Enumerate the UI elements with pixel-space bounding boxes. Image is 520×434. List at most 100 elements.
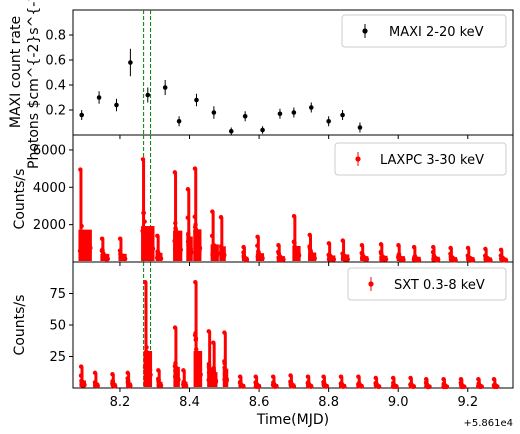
laxpc-segment-body	[118, 253, 127, 261]
laxpc-segment-body	[499, 257, 508, 261]
sxt-legend-marker	[368, 281, 374, 287]
xtick-label: 8.8	[318, 395, 339, 410]
laxpc-segment-body	[276, 256, 285, 261]
sxt-segment-body	[476, 384, 484, 387]
plot-layer: 0.2 0.4 0.6 0.8 2000 4000 6000 25 50 75 8.2 8.4 8.6 8…	[33, 10, 509, 410]
sxt-segment-body	[143, 350, 153, 387]
laxpc-segment-body	[466, 257, 475, 261]
sxt-ylabel: Counts/s	[12, 295, 28, 356]
maxi-point	[114, 102, 119, 108]
ytick-label: 0.4	[45, 79, 66, 94]
laxpc-segment-body	[100, 253, 110, 261]
maxi-point	[79, 112, 84, 118]
sxt-segment-body	[181, 381, 188, 387]
sxt-segment-body	[492, 384, 499, 387]
maxi-legend: MAXI 2-20 keV	[341, 14, 507, 48]
maxi-point	[326, 118, 331, 124]
sxt-segment-body	[441, 384, 449, 387]
maxi-ylabel-line2: Photons $cm^{-2}s^{-1}$	[26, 0, 42, 169]
sxt-segment-body	[254, 384, 261, 387]
laxpc-segment-body	[78, 229, 92, 261]
ytick-label: 0.8	[45, 29, 66, 44]
x-axis-label: Time(MJD)	[256, 412, 329, 428]
laxpc-segment-body	[448, 257, 458, 261]
sxt-segment-body	[306, 384, 313, 387]
laxpc-segment-body	[186, 236, 193, 261]
sxt-segment-body	[424, 384, 432, 387]
laxpc-segment-body	[241, 256, 249, 261]
maxi-point	[162, 85, 168, 90]
maxi-point	[242, 113, 248, 119]
laxpc-segment-body	[255, 253, 265, 261]
sxt-segment-body	[207, 368, 213, 387]
sxt-segment-body	[271, 384, 278, 387]
ytick-label: 0.6	[45, 54, 66, 69]
laxpc-segment-body	[155, 252, 163, 261]
xtick-label: 8.6	[249, 395, 270, 410]
laxpc-segment-body	[219, 246, 226, 261]
sxt-segment-body	[356, 384, 364, 387]
laxpc-segment-body	[308, 252, 317, 261]
sxt-segment-body	[156, 381, 163, 387]
sxt-segment-body	[222, 368, 229, 387]
laxpc-segment-body	[292, 245, 301, 261]
maxi-legend-label: MAXI 2-20 keV	[389, 25, 484, 40]
maxi-point	[228, 128, 234, 134]
xtick-label: 9.0	[388, 395, 409, 410]
ytick-label: 75	[49, 287, 66, 302]
sxt-segment-body	[339, 384, 346, 387]
maxi-legend-box	[341, 14, 507, 48]
laxpc-legend-marker	[355, 156, 361, 162]
sxt-segment-body	[288, 383, 296, 387]
ytick-label: 4000	[33, 181, 66, 196]
xtick-label: 8.2	[110, 395, 131, 410]
laxpc-segment-body	[210, 244, 219, 261]
maxi-legend-marker	[362, 28, 368, 34]
laxpc-segment-body	[173, 230, 183, 261]
maxi-point	[128, 60, 133, 65]
laxpc-legend-label: LAXPC 3-30 keV	[380, 153, 484, 168]
maxi-point	[291, 110, 297, 115]
maxi-point	[96, 95, 102, 100]
ytick-label: 50	[49, 319, 66, 334]
maxi-point	[357, 125, 363, 130]
laxpc-segment-body	[341, 254, 350, 261]
ytick-label: 0.2	[45, 104, 66, 119]
maxi-point	[340, 112, 345, 118]
sxt-legend-label: SXT 0.3-8 keV	[394, 278, 485, 293]
sxt-segment-body	[459, 384, 466, 387]
sxt-segment-body	[321, 384, 329, 387]
maxi-point	[145, 92, 151, 98]
maxi-point	[277, 111, 283, 117]
maxi-point	[176, 118, 182, 124]
ytick-label: 2000	[33, 218, 66, 233]
ytick-label: 25	[49, 350, 66, 365]
sxt-segment-body	[238, 384, 245, 387]
xtick-label: 9.2	[457, 395, 478, 410]
laxpc-segment-body	[396, 256, 405, 261]
sxt-segment-body	[193, 350, 203, 387]
x-offset-label: +5.861e4	[463, 418, 513, 429]
laxpc-segment-body	[141, 226, 155, 261]
maxi-point	[308, 105, 314, 110]
sxt-segment-body	[93, 382, 100, 387]
sxt-segment-body	[391, 384, 398, 387]
laxpc-legend-box	[334, 142, 507, 176]
laxpc-segment-body	[379, 255, 388, 261]
sxt-segment-body	[173, 366, 180, 387]
laxpc-legend: LAXPC 3-30 keV	[334, 142, 507, 176]
sxt-segment-body	[126, 382, 132, 387]
laxpc-segment-body	[412, 256, 421, 261]
laxpc-segment-body	[327, 255, 336, 261]
ytick-label: 6000	[33, 143, 66, 158]
maxi-point	[194, 97, 199, 103]
xtick-label: 8.4	[179, 395, 200, 410]
sxt-legend-box	[347, 267, 507, 301]
laxpc-ylabel: Counts/s	[12, 169, 28, 230]
maxi-point	[211, 110, 217, 115]
laxpc-segment-body	[360, 256, 369, 261]
sxt-legend: SXT 0.3-8 keV	[347, 267, 507, 301]
sxt-segment-body	[211, 372, 218, 387]
sxt-segment-body	[79, 380, 86, 387]
laxpc-segment-body	[431, 256, 440, 261]
